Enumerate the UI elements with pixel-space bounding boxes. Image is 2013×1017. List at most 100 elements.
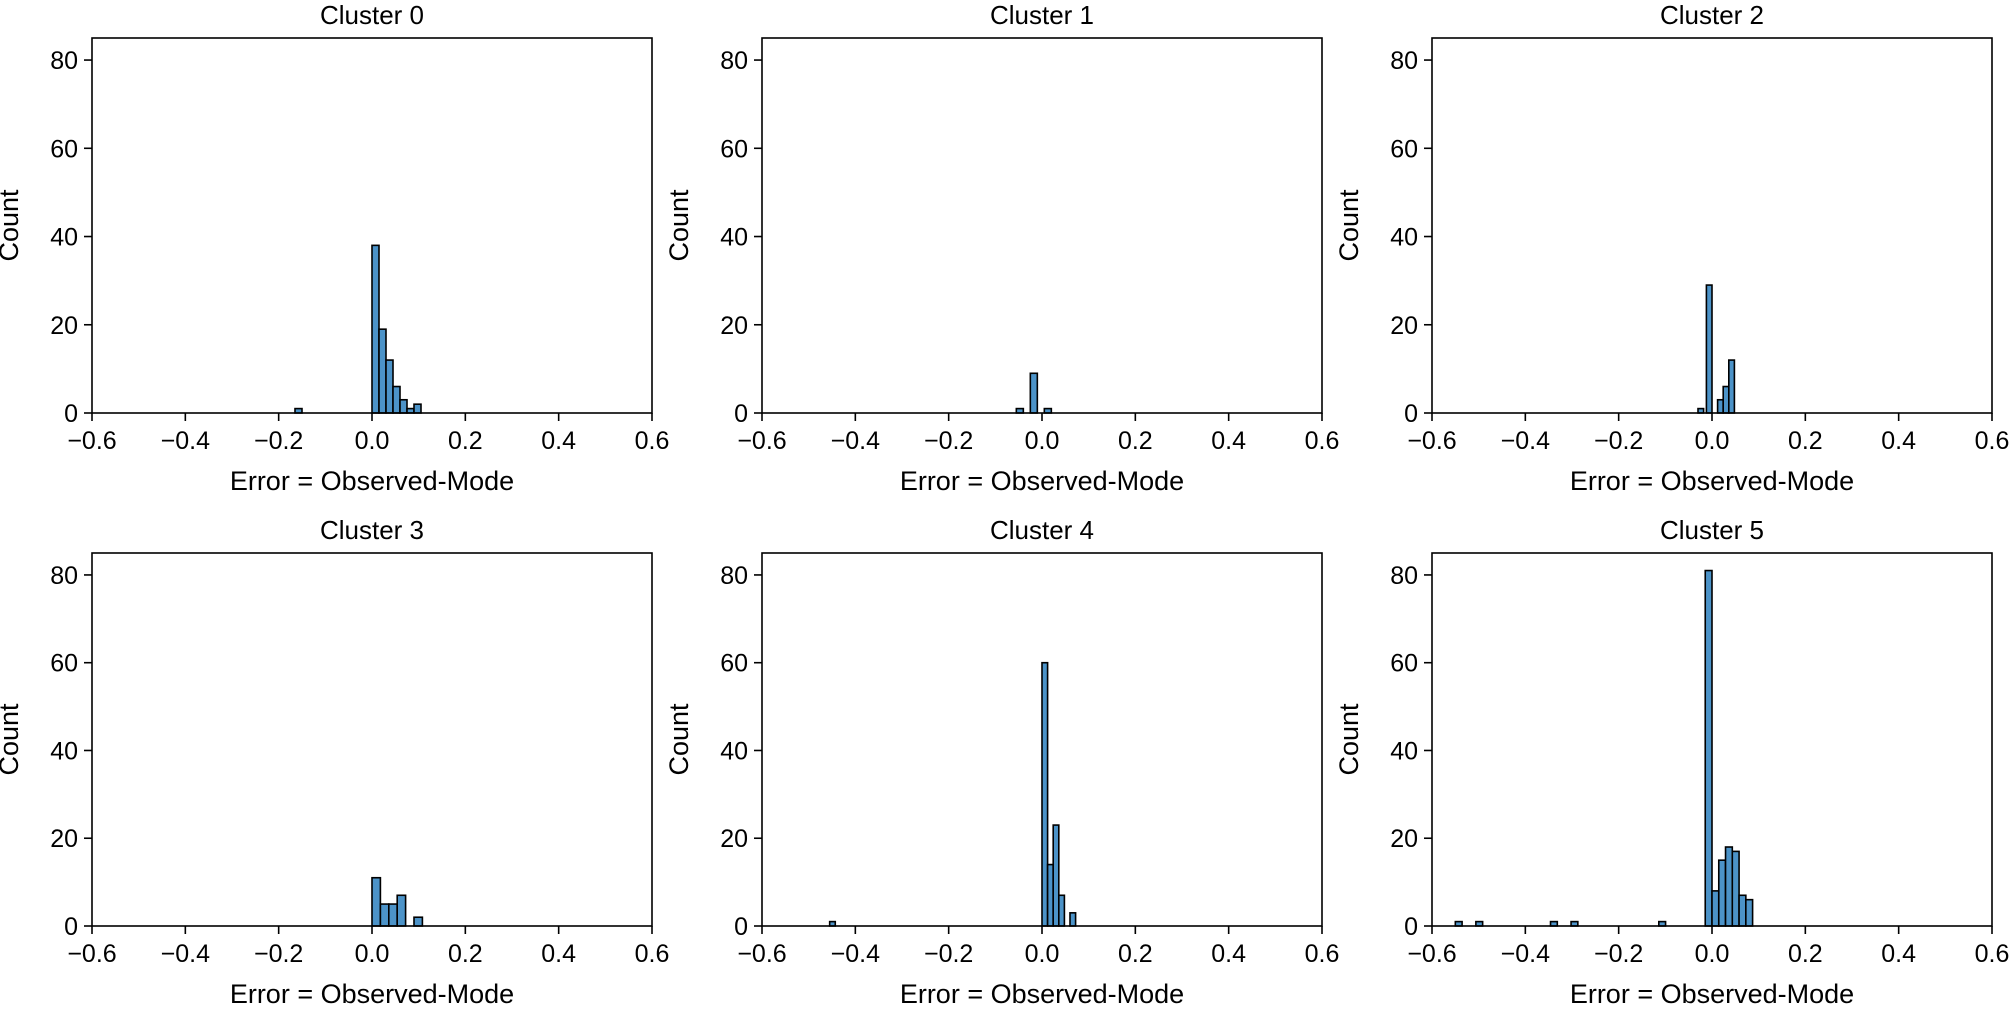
y-tick-label: 20 [1390, 825, 1418, 853]
y-tick-label: 40 [720, 224, 748, 252]
y-tick-label: 0 [1404, 913, 1418, 941]
x-tick-label: −0.6 [737, 427, 786, 455]
x-tick-label: 0.2 [1118, 427, 1153, 455]
y-tick-label: 80 [50, 562, 78, 590]
histogram-bar [1704, 569, 1713, 927]
x-axis-label: Error = Observed-Mode [900, 466, 1184, 496]
panel-cluster-0: −0.6 −0.4 −0.2 0.0 0.2 0.4 0.6 0 20 40 60 80 Cluster… [0, 0, 669, 496]
y-tick-label: 60 [50, 135, 78, 163]
x-tick-label: 0.6 [1305, 940, 1340, 968]
histogram-bar [387, 903, 398, 927]
y-tick-label: 0 [734, 400, 748, 428]
panel-cluster-2: −0.6 −0.4 −0.2 0.0 0.2 0.4 0.6 0 20 40 60 80 Cluster… [1334, 0, 2009, 496]
y-tick-label: 20 [50, 825, 78, 853]
y-tick-label: 40 [1390, 737, 1418, 765]
histogram-bar [399, 398, 408, 414]
panel-title: Cluster 4 [990, 515, 1094, 545]
x-tick-label: −0.2 [1594, 940, 1643, 968]
x-tick-label: 0.0 [355, 427, 390, 455]
histogram-bar [1711, 890, 1720, 927]
y-tick-label: 40 [50, 737, 78, 765]
x-tick-label: −0.2 [1594, 427, 1643, 455]
x-tick-label: 0.2 [448, 940, 483, 968]
y-tick-label: 60 [50, 650, 78, 678]
histogram-bar [1745, 898, 1754, 927]
histogram-bar [371, 244, 380, 414]
x-tick-label: −0.4 [161, 940, 210, 968]
y-tick-label: 20 [720, 825, 748, 853]
x-tick-label: 0.6 [635, 427, 670, 455]
x-tick-label: −0.2 [924, 427, 973, 455]
x-axis-label: Error = Observed-Mode [900, 979, 1184, 1009]
histogram-bar [371, 876, 382, 927]
x-tick-label: 0.2 [1118, 940, 1153, 968]
x-tick-label: −0.4 [1501, 940, 1550, 968]
y-tick-label: 80 [1390, 47, 1418, 75]
y-axis-label: Count [0, 189, 24, 262]
x-tick-label: −0.2 [254, 940, 303, 968]
histogram-bar [1046, 863, 1054, 927]
panel-cluster-3: −0.6 −0.4 −0.2 0.0 0.2 0.4 0.6 0 20 40 60 80 Cluster… [0, 515, 669, 1009]
x-tick-label: −0.4 [831, 427, 880, 455]
y-tick-label: 0 [64, 913, 78, 941]
x-tick-label: 0.4 [1211, 427, 1246, 455]
x-tick-label: 0.4 [541, 427, 576, 455]
x-tick-label: 0.0 [1695, 427, 1730, 455]
x-tick-label: 0.4 [1881, 427, 1916, 455]
x-tick-label: 0.2 [1788, 427, 1823, 455]
histogram-bar [1717, 859, 1727, 927]
histogram-bar [1029, 372, 1039, 414]
panel-title: Cluster 0 [320, 0, 424, 30]
histogram-bar [1069, 912, 1077, 927]
y-tick-label: 60 [1390, 135, 1418, 163]
y-tick-label: 60 [1390, 650, 1418, 678]
x-tick-label: −0.4 [161, 427, 210, 455]
histogram-bar [1731, 850, 1740, 927]
y-tick-label: 20 [50, 312, 78, 340]
histogram-bar [1052, 824, 1060, 927]
x-tick-label: 0.2 [448, 427, 483, 455]
x-tick-label: 0.6 [1975, 940, 2010, 968]
x-tick-label: −0.6 [737, 940, 786, 968]
histogram-bar [1041, 661, 1049, 927]
y-axis-label: Count [0, 703, 24, 776]
y-tick-label: 60 [720, 135, 748, 163]
y-tick-label: 80 [1390, 562, 1418, 590]
y-tick-label: 0 [734, 913, 748, 941]
x-tick-label: −0.6 [67, 940, 116, 968]
x-axis-label: Error = Observed-Mode [1570, 979, 1854, 1009]
histogram-bar [379, 903, 390, 927]
x-axis-label: Error = Observed-Mode [1570, 466, 1854, 496]
y-tick-label: 0 [64, 400, 78, 428]
x-tick-label: 0.0 [1025, 940, 1060, 968]
histogram-bar [396, 894, 407, 927]
y-axis-label: Count [664, 189, 694, 262]
x-tick-label: 0.2 [1788, 940, 1823, 968]
x-tick-label: 0.4 [541, 940, 576, 968]
x-tick-label: −0.4 [831, 940, 880, 968]
x-tick-label: 0.4 [1881, 940, 1916, 968]
x-tick-label: 0.4 [1211, 940, 1246, 968]
x-tick-label: 0.0 [1695, 940, 1730, 968]
x-axis-label: Error = Observed-Mode [230, 979, 514, 1009]
x-tick-label: 0.0 [1025, 427, 1060, 455]
y-tick-label: 20 [1390, 312, 1418, 340]
y-tick-label: 40 [720, 737, 748, 765]
histogram-bar [378, 328, 387, 414]
panel-cluster-4: −0.6 −0.4 −0.2 0.0 0.2 0.4 0.6 0 20 40 60 80 Cluster… [664, 515, 1339, 1009]
y-axis-label: Count [664, 703, 694, 776]
histogram-bar [1716, 398, 1724, 414]
histogram-bar [413, 403, 422, 414]
x-tick-label: −0.2 [924, 940, 973, 968]
panel-title: Cluster 2 [1660, 0, 1764, 30]
histogram-bar [413, 916, 424, 927]
panel-title: Cluster 1 [990, 0, 1094, 30]
histogram-bar [1705, 284, 1713, 414]
panel-title: Cluster 3 [320, 515, 424, 545]
x-tick-label: −0.6 [67, 427, 116, 455]
histogram-bar [1738, 894, 1747, 927]
y-tick-label: 40 [50, 224, 78, 252]
x-axis-label: Error = Observed-Mode [230, 466, 514, 496]
x-tick-label: −0.6 [1407, 427, 1456, 455]
